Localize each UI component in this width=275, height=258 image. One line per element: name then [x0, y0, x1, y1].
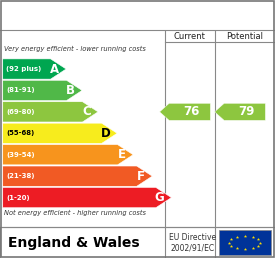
Text: F: F — [137, 170, 145, 183]
Text: G: G — [155, 191, 165, 204]
Text: (92 plus): (92 plus) — [6, 66, 41, 72]
Polygon shape — [160, 103, 210, 120]
Text: Current: Current — [174, 31, 206, 41]
Bar — [219, 230, 271, 255]
Text: (1-20): (1-20) — [6, 195, 30, 200]
Text: E: E — [117, 148, 125, 161]
Text: (39-54): (39-54) — [6, 152, 35, 158]
Text: (55-68): (55-68) — [6, 130, 34, 136]
Text: EU Directive
2002/91/EC: EU Directive 2002/91/EC — [169, 233, 216, 252]
Text: (69-80): (69-80) — [6, 109, 35, 115]
Text: (21-38): (21-38) — [6, 173, 35, 179]
Text: Not energy efficient - higher running costs: Not energy efficient - higher running co… — [4, 210, 146, 216]
Text: Potential: Potential — [226, 31, 263, 41]
Text: D: D — [101, 127, 110, 140]
Polygon shape — [3, 188, 171, 208]
Text: England & Wales: England & Wales — [8, 236, 140, 249]
Polygon shape — [3, 144, 133, 165]
Text: (81-91): (81-91) — [6, 87, 35, 93]
Text: 76: 76 — [183, 105, 199, 118]
Text: B: B — [66, 84, 75, 97]
Text: A: A — [50, 62, 59, 76]
Polygon shape — [3, 102, 98, 122]
Text: Very energy efficient - lower running costs: Very energy efficient - lower running co… — [4, 45, 146, 52]
Text: C: C — [82, 105, 91, 118]
Text: 79: 79 — [238, 105, 254, 118]
Polygon shape — [215, 103, 265, 120]
Polygon shape — [3, 166, 152, 186]
Polygon shape — [3, 59, 66, 79]
Text: Energy Efficiency Rating: Energy Efficiency Rating — [8, 7, 210, 22]
Polygon shape — [3, 80, 82, 101]
Polygon shape — [3, 123, 117, 143]
